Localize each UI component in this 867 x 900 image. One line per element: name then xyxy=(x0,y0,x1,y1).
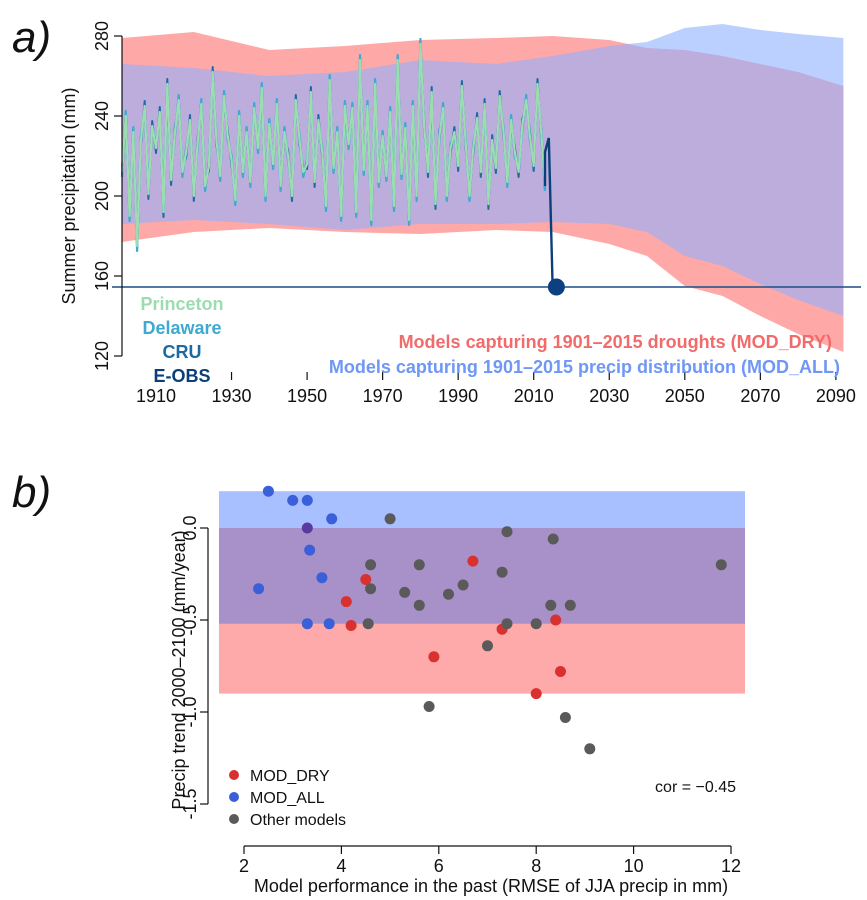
legend-cru: CRU xyxy=(163,342,202,362)
legend-mod-all: Models capturing 1901–2015 precip distri… xyxy=(329,357,840,377)
y-tick-label-b: -0.5 xyxy=(180,604,200,635)
panel-a-label: a) xyxy=(12,13,51,62)
y-tick-label-a: 200 xyxy=(92,181,112,211)
x-tick-label-b: 10 xyxy=(624,856,644,876)
drought-marker xyxy=(547,278,565,296)
point-moddry xyxy=(428,651,440,663)
point-modall xyxy=(304,544,316,556)
point-othermodels xyxy=(423,701,435,712)
point-othermodels xyxy=(362,618,374,630)
panel-b-plot: 0.0 -0.5 -1.0 -1.5 2 4 6 8 10 12 xyxy=(180,485,745,876)
y-tick-label-b: 0.0 xyxy=(180,515,200,540)
point-othermodels xyxy=(482,640,493,652)
legend-mod-dry: Models capturing 1901–2015 droughts (MOD… xyxy=(399,332,832,352)
point-othermodels xyxy=(457,579,469,591)
point-othermodels xyxy=(496,566,508,578)
y-tick-label-b: -1.0 xyxy=(180,696,200,727)
point-othermodels xyxy=(413,599,425,611)
band-overlap xyxy=(219,528,745,624)
point-othermodels xyxy=(547,533,559,545)
point-moddry xyxy=(340,596,352,608)
x-tick-label-a: 1990 xyxy=(438,386,478,406)
point-modall xyxy=(301,494,313,506)
y-tick-label-a: 120 xyxy=(92,341,112,371)
legend-eobs: E-OBS xyxy=(153,366,210,386)
point-modall xyxy=(301,618,313,630)
point-modall xyxy=(326,513,338,525)
point-othermodels xyxy=(413,559,425,571)
point-othermodels xyxy=(365,559,377,571)
point-moddry xyxy=(360,574,372,585)
x-tick-label-a: 2070 xyxy=(740,386,780,406)
y-tick-label-a: 160 xyxy=(92,261,112,291)
x-tick-label-b: 12 xyxy=(721,856,741,876)
point-modall xyxy=(262,485,274,497)
panel-b-label: b) xyxy=(12,468,51,517)
point-othermodels xyxy=(559,712,571,723)
point-moddry xyxy=(555,666,566,677)
panel-a-ylabel: Summer precipitation (mm) xyxy=(59,87,79,304)
cor-annotation: cor = −0.45 xyxy=(655,779,736,796)
x-tick-label-b: 4 xyxy=(336,856,346,876)
x-tick-label-a: 1930 xyxy=(212,386,252,406)
y-tick-label-a: 280 xyxy=(92,21,112,51)
point-othermodels xyxy=(564,599,576,611)
x-tick-label-a: 2090 xyxy=(816,386,856,406)
panel-b-xlabel: Model performance in the past (RMSE of J… xyxy=(254,876,728,896)
point-othermodels xyxy=(443,588,454,600)
y-tick-label-a: 240 xyxy=(92,101,112,131)
band-mod-all xyxy=(122,24,844,316)
legend-delaware: Delaware xyxy=(142,318,221,338)
legend-b-dot-mod-all xyxy=(229,792,239,802)
point-othermodels xyxy=(545,599,557,611)
legend-b-dot-other xyxy=(229,814,239,824)
point-moddry xyxy=(530,688,542,700)
legend-b-mod-dry: MOD_DRY xyxy=(250,768,330,785)
point-modall xyxy=(316,572,328,584)
x-tick-label-b: 6 xyxy=(434,856,444,876)
point-moddry xyxy=(550,614,562,626)
point-othermodels xyxy=(584,743,596,755)
point-othermodels xyxy=(715,559,727,571)
eobs-tail xyxy=(543,137,554,287)
x-tick-label-a: 1910 xyxy=(136,386,176,406)
point-othermodels xyxy=(399,586,411,598)
point-othermodels xyxy=(530,618,542,630)
x-tick-label-b: 2 xyxy=(239,856,249,876)
legend-b-dot-mod-dry xyxy=(229,770,239,780)
panel-a-plot: 120 160 200 240 280 1910 1930 1950 1970 1990 2010 2… xyxy=(92,21,861,406)
x-tick-label-a: 2050 xyxy=(665,386,705,406)
x-tick-label-a: 2010 xyxy=(514,386,554,406)
point-modall xyxy=(323,618,335,630)
legend-princeton: Princeton xyxy=(140,294,223,314)
point-othermodels xyxy=(384,513,396,525)
point-moddry xyxy=(345,620,357,631)
point-othermodels xyxy=(501,526,513,538)
x-tick-label-a: 1970 xyxy=(363,386,403,406)
panel-b-ylabel: Precip trend 2000–2100 (mm/year) xyxy=(169,530,189,809)
point-moddry xyxy=(467,555,479,567)
point-othermodels xyxy=(501,618,513,630)
point-modall xyxy=(253,583,265,595)
legend-b-other: Other models xyxy=(250,812,346,829)
x-tick-label-b: 8 xyxy=(531,856,541,876)
point-modall xyxy=(287,494,299,506)
legend-b-mod-all: MOD_ALL xyxy=(250,790,325,807)
point-modboth xyxy=(301,522,313,534)
point-othermodels xyxy=(365,583,377,595)
y-tick-label-b: -1.5 xyxy=(180,788,200,819)
x-tick-label-a: 1950 xyxy=(287,386,327,406)
series-princeton xyxy=(120,42,547,248)
x-tick-label-a: 2030 xyxy=(589,386,629,406)
